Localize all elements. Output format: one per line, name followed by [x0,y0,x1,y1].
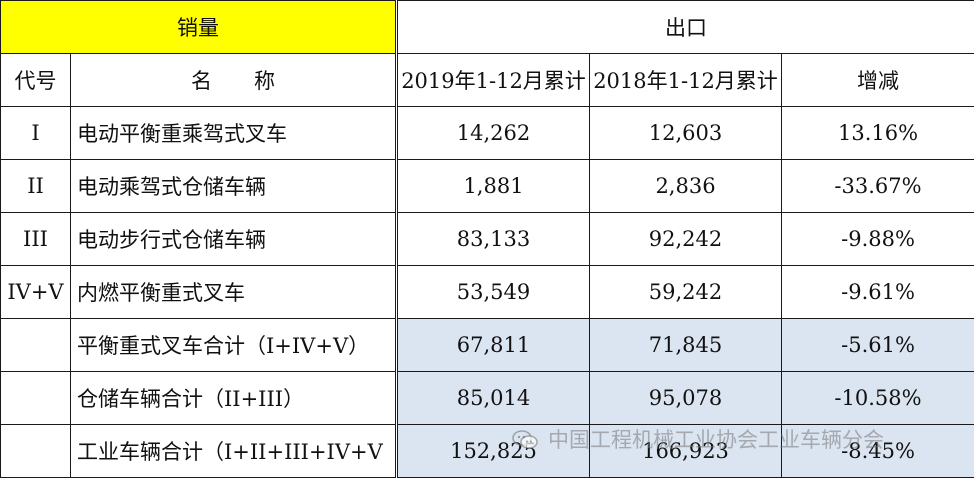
col-name-header: 名 称 [70,53,398,107]
row-value-2018: 71,845 [589,318,782,372]
row-name: 电动乘驾式仓储车辆 [70,159,398,213]
export-header-cell: 出口 [395,0,974,54]
subtotal-row: 仓储车辆合计（II+III） 85,014 95,078 -10.58% [0,371,974,425]
row-value-2018: 59,242 [589,265,782,319]
row-change: -9.88% [780,212,974,266]
row-name: 电动平衡重乘驾式叉车 [70,106,398,160]
row-value-2019: 152,825 [396,424,590,478]
row-name: 工业车辆合计（I+II+III+IV+V [70,424,398,478]
col-2019-header: 2019年1-12月累计 [396,53,590,107]
col-2018-header: 2018年1-12月累计 [589,53,782,107]
row-change: -10.58% [780,371,974,425]
col-change-header: 增减 [780,53,974,107]
table-row: II 电动乘驾式仓储车辆 1,881 2,836 -33.67% [0,159,974,213]
watermark: 中国工程机械工业协会工业车辆分会 [512,424,884,454]
header-row-1: 销量 出口 [0,0,974,54]
header-row-2: 代号 名 称 2019年1-12月累计 2018年1-12月累计 增减 [0,53,974,107]
table-row: III 电动步行式仓储车辆 83,133 92,242 -9.88% [0,212,974,266]
row-value-2018: 95,078 [589,371,782,425]
table-row: IV+V 内燃平衡重式叉车 53,549 59,242 -9.61% [0,265,974,319]
row-name: 平衡重式叉车合计（I+IV+V） [70,318,398,372]
row-code: II [0,159,71,213]
row-code: III [0,212,71,266]
table-row: I 电动平衡重乘驾式叉车 14,262 12,603 13.16% [0,106,974,160]
total-row: 工业车辆合计（I+II+III+IV+V 152,825 166,923 -8.… [0,424,974,478]
row-change: -33.67% [780,159,974,213]
subtotal-row: 平衡重式叉车合计（I+IV+V） 67,811 71,845 -5.61% [0,318,974,372]
row-change: 13.16% [780,106,974,160]
row-value-2019: 67,811 [396,318,590,372]
row-code: IV+V [0,265,71,319]
row-value-2018: 166,923 [589,424,782,478]
row-value-2018: 12,603 [589,106,782,160]
row-value-2019: 85,014 [396,371,590,425]
row-change: -8.45% [780,424,974,478]
row-change: -9.61% [780,265,974,319]
sales-header-cell: 销量 [0,0,398,54]
col-code-header: 代号 [0,53,71,107]
row-value-2019: 53,549 [396,265,590,319]
row-code: I [0,106,71,160]
row-code [0,424,71,478]
row-name: 仓储车辆合计（II+III） [70,371,398,425]
row-name: 内燃平衡重式叉车 [70,265,398,319]
row-code [0,318,71,372]
watermark-text: 中国工程机械工业协会工业车辆分会 [548,428,884,452]
row-name: 电动步行式仓储车辆 [70,212,398,266]
row-value-2018: 92,242 [589,212,782,266]
row-value-2019: 83,133 [396,212,590,266]
row-change: -5.61% [780,318,974,372]
row-value-2018: 2,836 [589,159,782,213]
row-value-2019: 1,881 [396,159,590,213]
row-value-2019: 14,262 [396,106,590,160]
wechat-icon [512,430,538,450]
row-code [0,371,71,425]
